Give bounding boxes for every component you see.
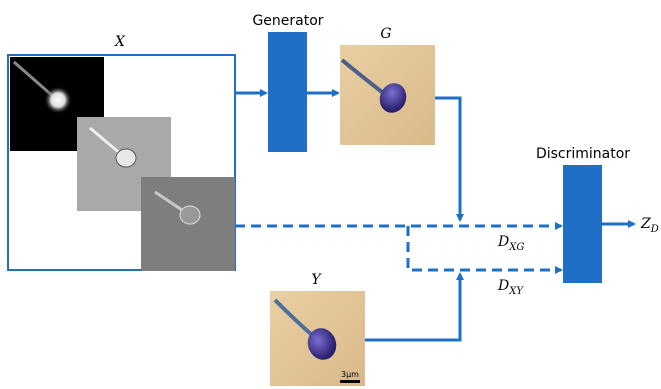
y-label: Y [311,272,322,288]
scale-label: 3μm [341,370,359,379]
g-label: G [380,26,391,42]
arrow [365,274,460,340]
label-part: D [497,278,509,294]
label-part: XY [508,286,524,297]
dxy-label: DXY [497,278,524,297]
discriminator-label: Discriminator [536,146,630,162]
discriminator-block [563,165,602,283]
label-part: XG [508,242,524,253]
dashed-arrow [408,226,561,270]
dxg-label: DXG [497,234,524,253]
generator-block [268,32,307,152]
x-image-3 [141,177,235,271]
g-image [340,45,435,145]
label-part: D [650,224,659,235]
label-part: Z [640,216,651,232]
label-part: D [497,234,509,250]
x-label: X [114,34,126,50]
generator-label: Generator [252,13,323,29]
diagram: X Generator G Y 3μm DXG DXY [0,0,661,389]
z-label: ZD [640,216,659,235]
arrow [435,98,460,220]
